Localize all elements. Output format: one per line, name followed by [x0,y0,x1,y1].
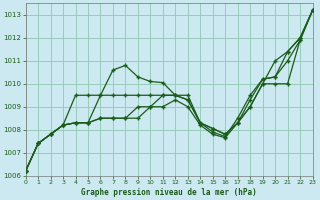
X-axis label: Graphe pression niveau de la mer (hPa): Graphe pression niveau de la mer (hPa) [81,188,257,197]
